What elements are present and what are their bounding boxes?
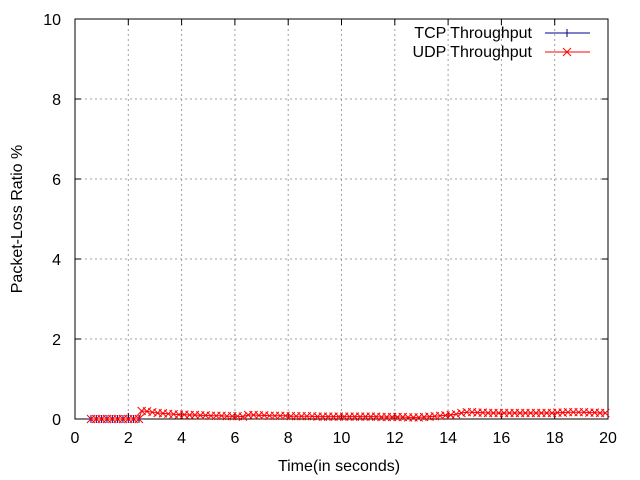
data-point xyxy=(446,410,456,420)
data-point xyxy=(600,408,610,418)
series-line xyxy=(90,410,606,420)
x-axis-title: Time(in seconds) xyxy=(278,458,400,475)
y-tick-label: 8 xyxy=(52,92,61,109)
x-tick-label: 12 xyxy=(386,430,404,447)
data-point xyxy=(457,408,466,418)
x-tick-label: 4 xyxy=(177,430,186,447)
legend: TCP Throughput UDP Throughput xyxy=(413,25,590,61)
data-point xyxy=(238,412,248,421)
x-tick-label: 18 xyxy=(546,430,564,447)
x-tick-label: 10 xyxy=(333,430,351,447)
x-tick-label: 2 xyxy=(124,430,133,447)
series-udp-throughput xyxy=(86,406,610,424)
grid xyxy=(75,19,608,419)
series-layer xyxy=(86,406,610,424)
data-point xyxy=(142,407,152,416)
x-tick-label: 6 xyxy=(230,430,239,447)
legend-label: TCP Throughput xyxy=(414,25,532,42)
y-tick-label: 4 xyxy=(52,252,61,269)
x-tick-label: 8 xyxy=(284,430,293,447)
y-tick-label: 6 xyxy=(52,172,61,189)
legend-marker xyxy=(562,47,572,57)
data-point xyxy=(147,407,157,417)
legend-marker xyxy=(563,29,571,37)
y-axis-title: Packet-Loss Ratio % xyxy=(9,145,26,294)
legend-item: UDP Throughput xyxy=(413,44,590,61)
legend-label: UDP Throughput xyxy=(413,44,533,61)
data-point xyxy=(451,409,461,419)
y-tick-label: 10 xyxy=(43,12,61,29)
x-tick-label: 0 xyxy=(71,430,80,447)
data-point xyxy=(134,414,144,424)
y-tick-label: 2 xyxy=(52,332,61,349)
y-tick-label: 0 xyxy=(52,412,61,429)
x-tick-label: 20 xyxy=(599,430,617,447)
legend-item: TCP Throughput xyxy=(414,25,590,42)
x-tick-label: 16 xyxy=(493,430,511,447)
x-tick-label: 14 xyxy=(439,430,457,447)
